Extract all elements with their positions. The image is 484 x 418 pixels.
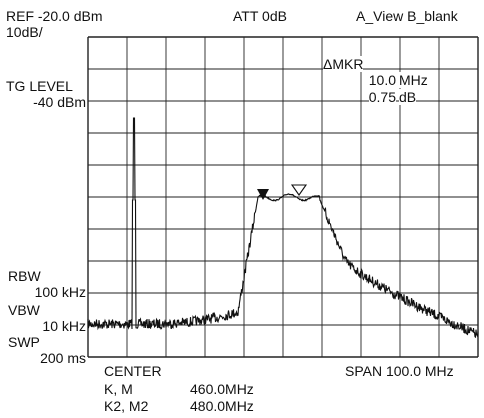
sweep-label: SWP bbox=[8, 334, 40, 350]
tg-level-label: TG LEVEL bbox=[6, 78, 73, 94]
span: SPAN 100.0 MHz bbox=[345, 363, 454, 379]
rbw-label: RBW bbox=[8, 268, 41, 284]
reference-level: REF -20.0 dBm bbox=[6, 8, 103, 24]
delta-marker-frequency-unit: MHz bbox=[399, 72, 428, 88]
delta-marker-level: 0.75 bbox=[368, 89, 396, 105]
delta-marker-frequency: 10.0 bbox=[368, 72, 396, 88]
graticule bbox=[87, 36, 479, 358]
trace-view-mode: A_View B_blank bbox=[356, 8, 458, 24]
spectrum-trace bbox=[87, 117, 479, 339]
marker-k2-frequency: 480.0MHz bbox=[190, 398, 254, 414]
scale-per-division: 10dB/ bbox=[6, 24, 43, 40]
center-label: CENTER bbox=[104, 363, 162, 379]
vbw-label: VBW bbox=[8, 302, 40, 318]
delta-marker-level-unit: dB bbox=[399, 89, 417, 105]
attenuation: ATT 0dB bbox=[233, 8, 287, 24]
sweep-value: 200 ms bbox=[40, 350, 86, 366]
delta-marker-title: ΔMKR bbox=[323, 56, 364, 72]
marker-reference-triangle bbox=[257, 189, 269, 200]
marker-delta-triangle bbox=[290, 184, 308, 196]
tg-level-value: -40 dBm bbox=[33, 94, 86, 110]
marker-k2-label: K2, M2 bbox=[104, 398, 149, 414]
marker-k-label: K, M bbox=[104, 381, 133, 397]
marker-k-frequency: 460.0MHz bbox=[190, 381, 254, 397]
rbw-value: 100 kHz bbox=[34, 284, 86, 300]
vbw-value: 10 kHz bbox=[42, 318, 86, 334]
